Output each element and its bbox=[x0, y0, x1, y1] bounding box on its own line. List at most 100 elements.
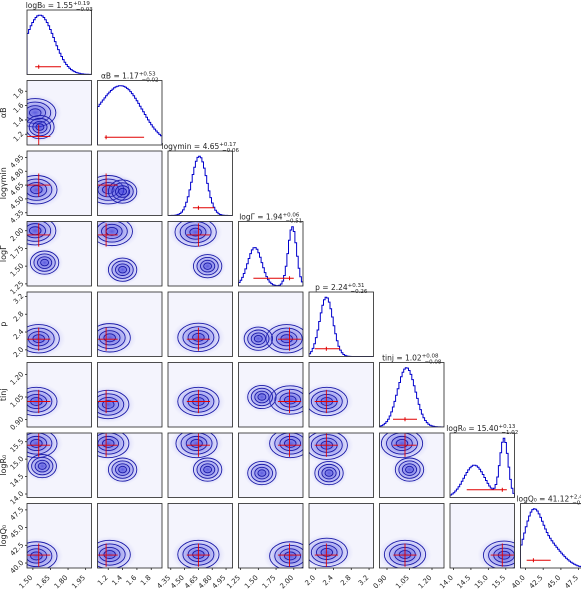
histogram-logGamma bbox=[238, 226, 303, 286]
panel-tinj-vs-alphaB bbox=[97, 362, 162, 427]
contour-4 bbox=[203, 465, 213, 474]
marginal-logGamma bbox=[238, 226, 303, 286]
title-logGamma: logΓ = 1.94+0.06 −0.51 bbox=[239, 213, 302, 225]
xtick-logR0: 15.5 bbox=[491, 574, 508, 590]
contour-1 bbox=[107, 457, 138, 482]
contour-4 bbox=[102, 400, 115, 409]
frame-5-2 bbox=[167, 362, 233, 428]
title-p: p = 2.24+0.31 −0.26 bbox=[315, 283, 368, 295]
contour-3 bbox=[37, 256, 53, 269]
xtick-logQ0: 45.0 bbox=[546, 574, 563, 590]
contour-4 bbox=[103, 550, 116, 559]
ytick-loggmin: 4.35 bbox=[9, 208, 26, 225]
frame-diag-logR0 bbox=[449, 432, 515, 498]
xtick-alphaB: 1.6 bbox=[125, 573, 139, 587]
ytick-logQ0: 42.5 bbox=[9, 541, 26, 558]
contour-1 bbox=[482, 540, 515, 568]
contour-3 bbox=[101, 223, 123, 239]
panel-logR0-vs-logB0 bbox=[27, 433, 92, 498]
contour-1 bbox=[177, 539, 220, 568]
panel-logR0-vs-logGamma bbox=[238, 433, 303, 498]
contour-3 bbox=[250, 332, 266, 345]
xtick-loggmin: 4.50 bbox=[169, 574, 186, 590]
xtick-logGamma: 1.25 bbox=[225, 574, 242, 590]
ytick-p: 2.4 bbox=[12, 327, 26, 341]
contour-4 bbox=[30, 551, 43, 561]
xtick-logQ0: 47.5 bbox=[563, 574, 580, 590]
frame-6-3 bbox=[238, 432, 304, 498]
ytick-logGamma: 2.00 bbox=[9, 226, 26, 243]
contour-2 bbox=[111, 182, 134, 201]
xtick-p: 2.0 bbox=[304, 574, 318, 588]
histogram-logR0 bbox=[450, 437, 515, 498]
frame-6-5 bbox=[379, 432, 445, 498]
panel-p-vs-alphaB bbox=[97, 292, 162, 357]
title-logB0: logB₀ = 1.55+0.19 −0.03 bbox=[26, 1, 94, 13]
ytick-tinj: 1.20 bbox=[9, 370, 26, 387]
ytick-loggmin: 4.65 bbox=[9, 181, 26, 198]
contour-4 bbox=[324, 469, 334, 477]
contour-3 bbox=[185, 435, 208, 452]
ytick-p: 2.8 bbox=[12, 310, 26, 324]
frame-5-0 bbox=[26, 362, 92, 428]
ytick-logR0: 14.0 bbox=[9, 490, 26, 507]
panel-loggmin-vs-logB0 bbox=[27, 151, 92, 216]
contour-3 bbox=[27, 548, 48, 564]
contour-2 bbox=[386, 433, 418, 455]
xtick-loggmin: 4.80 bbox=[197, 574, 214, 590]
ytick-alphaB: 1.6 bbox=[12, 101, 26, 115]
frame-7-5 bbox=[379, 503, 445, 569]
contour-1 bbox=[27, 541, 58, 568]
contour-1 bbox=[97, 433, 130, 459]
histogram-alphaB bbox=[97, 85, 162, 145]
contour-2 bbox=[27, 544, 53, 568]
ytick-logQ0: 40.0 bbox=[9, 559, 26, 576]
xtick-logB0: 1.50 bbox=[18, 574, 35, 590]
marginal-alphaB bbox=[97, 85, 162, 145]
frame-2-1 bbox=[97, 150, 163, 216]
contour-4 bbox=[37, 462, 47, 470]
contour-1 bbox=[269, 541, 303, 568]
contour-2 bbox=[97, 433, 125, 455]
panel-logGamma-vs-logB0 bbox=[27, 221, 92, 286]
contour-2 bbox=[97, 393, 125, 416]
contour-1 bbox=[97, 323, 131, 353]
ylabel-logR0: logR₀ bbox=[0, 455, 8, 476]
contour-1 bbox=[247, 461, 277, 486]
frame-6-4 bbox=[308, 432, 374, 498]
panel-loggmin-vs-alphaB bbox=[97, 151, 162, 216]
contour-4 bbox=[40, 258, 50, 267]
panel-logGamma-vs-alphaB bbox=[97, 221, 162, 286]
contour-4 bbox=[253, 335, 263, 343]
contour-4 bbox=[102, 439, 115, 448]
xtick-tinj: 1.05 bbox=[394, 574, 411, 590]
xtick-logQ0: 42.5 bbox=[528, 574, 545, 590]
frame-4-3 bbox=[238, 291, 304, 357]
frame-5-1 bbox=[97, 362, 163, 428]
contour-2 bbox=[196, 460, 219, 479]
contour-3 bbox=[34, 459, 50, 473]
contour-3 bbox=[391, 435, 413, 452]
frame-diag-logQ0 bbox=[520, 503, 581, 569]
ytick-alphaB: 1.8 bbox=[12, 87, 26, 101]
marginal-logR0 bbox=[450, 437, 515, 498]
contour-2 bbox=[27, 221, 52, 242]
frame-diag-loggmin bbox=[167, 150, 233, 216]
contour-1 bbox=[309, 386, 348, 417]
panel-tinj-vs-logGamma bbox=[238, 362, 303, 427]
contour-1 bbox=[177, 386, 220, 417]
title-alphaB: αB = 1.17+0.53 −0.02 bbox=[101, 72, 159, 84]
ylabel-p: p bbox=[0, 322, 8, 327]
contour-1 bbox=[27, 221, 57, 246]
ylabel-tinj: tinj bbox=[0, 388, 8, 401]
contour-4 bbox=[284, 439, 297, 448]
xtick-tinj: 1.20 bbox=[417, 574, 434, 590]
ytick-loggmin: 4.95 bbox=[9, 153, 26, 170]
xtick-p: 2.4 bbox=[321, 573, 335, 587]
contour-3 bbox=[200, 259, 216, 273]
xtick-logR0: 14.5 bbox=[456, 574, 473, 590]
panel-alphaB-vs-logB0 bbox=[27, 80, 92, 145]
contour-3 bbox=[115, 263, 131, 276]
histogram-tinj bbox=[379, 367, 444, 427]
contour-4 bbox=[118, 465, 128, 474]
